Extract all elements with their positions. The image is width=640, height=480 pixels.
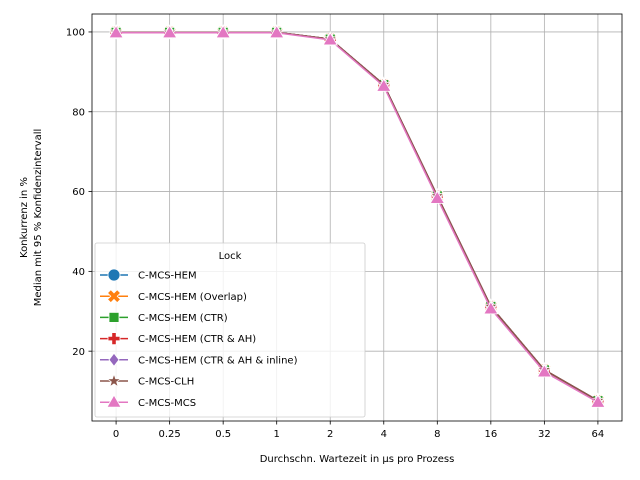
x-tick-label: 8 [434,429,440,440]
x-tick-label: 32 [538,429,551,440]
x-tick-label: 0 [113,429,119,440]
legend-box [94,242,366,418]
x-axis-label: Durchschn. Wartezeit in µs pro Prozess [260,454,455,465]
y-tick-label: 40 [72,267,85,278]
legend-item: C-MCS-HEM (CTR) [100,311,228,324]
legend-item: C-MCS-HEM [100,268,197,282]
series-6 [108,24,606,408]
legend-item: C-MCS-MCS [100,394,196,409]
legend-marker [107,332,121,346]
legend-item: C-MCS-HEM (CTR & AH & inline) [100,352,298,367]
legend-title: Lock [219,251,242,262]
legend-marker [106,372,122,388]
plot-frame [91,13,623,422]
data-point [483,301,499,315]
y-tick-label: 60 [72,187,85,198]
y-tick-label: 100 [66,28,85,39]
y-tick-label: 20 [72,347,85,358]
data-point [429,190,445,204]
legend-marker [108,311,120,323]
data-point [536,364,553,378]
legend-items: C-MCS-HEM C-MCS-HEM (Overlap) C-MCS-HEM (C… [100,268,298,409]
data-point [590,394,606,408]
data-point [161,24,178,39]
legend-item: C-MCS-CLH [100,372,194,388]
legend-label: C-MCS-HEM (Overlap) [138,292,247,303]
legend-marker [106,394,122,408]
legend-marker [108,352,120,367]
legend-label: C-MCS-CLH [138,377,194,388]
data-point [376,78,392,92]
legend-marker [106,289,122,304]
series-line [116,32,599,403]
y-axis-label-line2: Median mit 95 % Konfidenzintervall [33,129,44,307]
legend-item: C-MCS-HEM (Overlap) [100,289,247,304]
series-layer [108,24,606,408]
legend-label: C-MCS-HEM (CTR & AH) [138,334,256,345]
x-tick-label: 64 [592,429,605,440]
y-axis-label-line1: Konkurrenz in % [19,177,30,258]
y-tick-label: 80 [72,107,85,118]
x-tick-label: 4 [381,429,387,440]
x-tick-label: 2 [327,429,333,440]
x-tick-label: 16 [484,429,497,440]
legend-label: C-MCS-HEM (CTR) [138,313,228,324]
x-tick-label: 0.5 [215,429,231,440]
tick-layer: 0 0.25 0.5 1 2 4 8 16 32 64 20 40 60 80 100 [66,28,604,440]
legend-label: C-MCS-MCS [138,398,196,409]
data-point [108,24,124,39]
legend-label: C-MCS-HEM [138,271,197,282]
x-marker-shape [106,289,122,304]
legend-label: C-MCS-HEM (CTR & AH & inline) [138,355,298,366]
legend-item: C-MCS-HEM (CTR & AH) [100,332,256,346]
legend-marker [107,268,121,282]
data-point [215,24,231,39]
data-point [322,32,338,46]
x-tick-label: 1 [274,429,280,440]
x-tick-label: 0.25 [158,429,180,440]
data-point [269,24,285,39]
